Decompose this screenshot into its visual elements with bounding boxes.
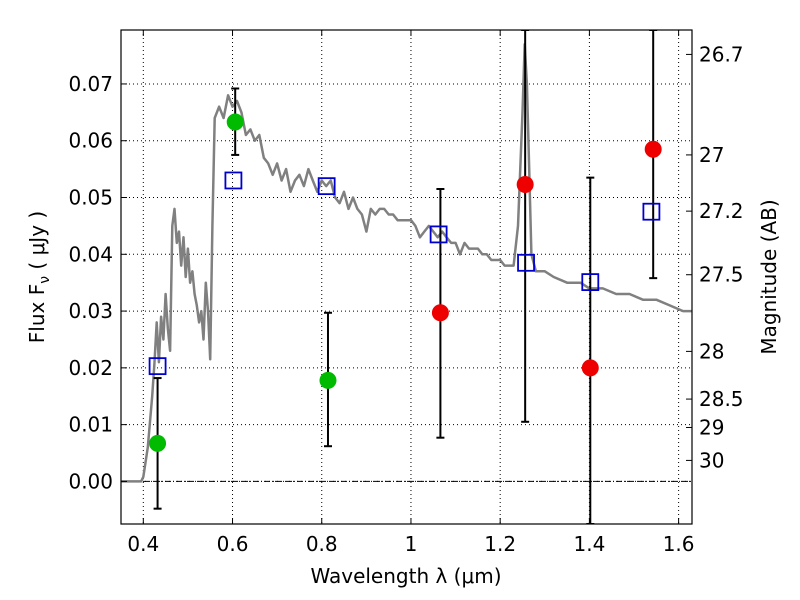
error-bars (153, 30, 658, 524)
model-photometry-square (317, 177, 336, 196)
y-tick-label: 0.02 (68, 356, 113, 380)
observed-photometry-points (149, 113, 662, 452)
y-tick-label: 0.05 (68, 186, 113, 210)
observed-flux-point (644, 140, 662, 158)
y-axis-ticks: 0.00 0.01 0.02 0.03 0.04 0.05 0.06 0.07 (68, 72, 127, 493)
y-tick-label: 0.06 (68, 129, 113, 153)
x-tick-label: 1.6 (663, 532, 695, 556)
plot-frame (120, 29, 693, 525)
observed-flux-point (319, 371, 337, 389)
model-sed-curve (121, 42, 692, 483)
y-tick-label: 0.07 (68, 72, 113, 96)
observed-flux-point (516, 175, 534, 193)
magnitude-tick-label: 28.5 (699, 387, 744, 411)
y-axis-title: Flux Fν ( μJy ) (25, 211, 53, 343)
model-photometry-square (148, 357, 167, 376)
y-tick-label: 0.01 (68, 413, 113, 437)
magnitude-axis-ticks: 26.7 27 27.2 27.5 28 28.5 29 30 (686, 42, 744, 472)
y-tick-label: 0.04 (68, 242, 113, 266)
magnitude-tick-label: 29 (699, 415, 724, 439)
x-tick-label: 1.2 (484, 532, 516, 556)
y2-axis-title: Magnitude (AB) (757, 199, 781, 354)
magnitude-tick-label: 30 (699, 448, 724, 472)
x-axis-title: Wavelength λ (μm) (310, 564, 501, 588)
plot-background (121, 30, 692, 524)
observed-flux-point (226, 113, 244, 131)
model-photometry-square (581, 273, 600, 292)
model-photometry-points (148, 171, 661, 376)
magnitude-tick-label: 27 (699, 143, 724, 167)
observed-flux-point (149, 434, 167, 452)
y-axis-title-main: Flux F (25, 284, 49, 343)
y-axis-title-unit: ( μJy ) (25, 211, 49, 276)
x-tick-label: 0.8 (306, 532, 338, 556)
y-axis-title-sub: ν (37, 276, 53, 284)
magnitude-tick-label: 27.5 (699, 263, 744, 287)
model-photometry-square (224, 171, 243, 190)
model-photometry-square (642, 202, 661, 221)
observed-flux-point (431, 304, 449, 322)
x-tick-label: 1 (405, 532, 418, 556)
magnitude-tick-label: 27.2 (699, 199, 744, 223)
y-tick-label: 0.00 (68, 469, 113, 493)
magnitude-tick-label: 28 (699, 339, 724, 363)
observed-flux-point (581, 359, 599, 377)
x-axis-ticks: 0.4 0.6 0.8 1 1.2 1.4 1.6 (127, 30, 695, 556)
x-tick-label: 1.4 (573, 532, 605, 556)
y-tick-label: 0.03 (68, 299, 113, 323)
magnitude-tick-label: 26.7 (699, 42, 744, 66)
model-photometry-square (517, 253, 535, 272)
model-photometry-square (429, 225, 448, 244)
x-tick-label: 0.4 (127, 532, 159, 556)
x-tick-label: 0.6 (217, 532, 249, 556)
